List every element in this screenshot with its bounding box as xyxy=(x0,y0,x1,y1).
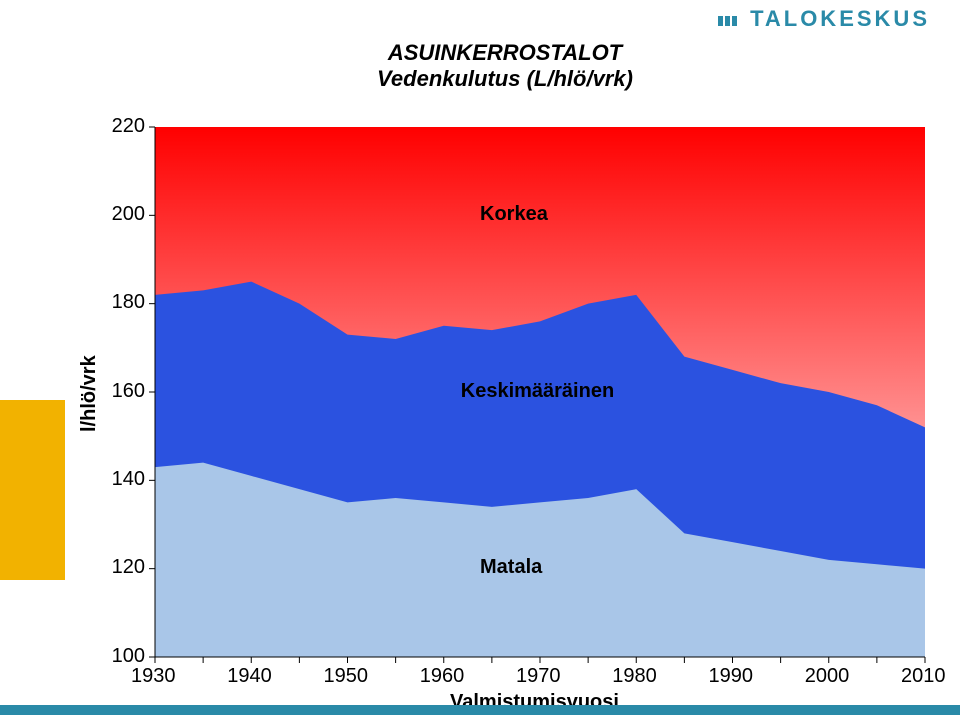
logo-text: TALOKESKUS xyxy=(750,6,930,31)
xtick-label: 1960 xyxy=(420,665,465,688)
title-line1: ASUINKERROSTALOT xyxy=(388,40,622,65)
chart-svg xyxy=(70,97,940,715)
keskimääräinen-label: Keskimääräinen xyxy=(461,380,614,403)
chart-container: ASUINKERROSTALOT Vedenkulutus (L/hlö/vrk… xyxy=(70,40,940,700)
ytick-label: 160 xyxy=(112,380,145,403)
xtick-label: 1970 xyxy=(516,665,561,688)
ytick-label: 200 xyxy=(112,203,145,226)
korkea-label: Korkea xyxy=(480,203,548,226)
ytick-label: 180 xyxy=(112,291,145,314)
xtick-label: 1930 xyxy=(131,665,176,688)
y-axis-label: l/hlö/vrk xyxy=(78,355,101,432)
ytick-label: 220 xyxy=(112,115,145,138)
xtick-label: 1980 xyxy=(612,665,657,688)
title-line2: Vedenkulutus (L/hlö/vrk) xyxy=(377,66,633,91)
ytick-label: 120 xyxy=(112,556,145,579)
xtick-label: 2000 xyxy=(805,665,850,688)
left-accent-bar xyxy=(0,400,65,580)
ytick-label: 140 xyxy=(112,468,145,491)
plot-area: 1001201401601802002201930194019501960197… xyxy=(70,97,940,715)
xtick-label: 1990 xyxy=(709,665,754,688)
xtick-label: 2010 xyxy=(901,665,946,688)
matala-label: Matala xyxy=(480,556,542,579)
footer-accent-bar xyxy=(0,705,960,715)
logo-bars-icon xyxy=(718,6,744,16)
chart-title: ASUINKERROSTALOT Vedenkulutus (L/hlö/vrk… xyxy=(70,40,940,93)
company-logo: TALOKESKUS xyxy=(718,6,930,32)
xtick-label: 1940 xyxy=(227,665,272,688)
xtick-label: 1950 xyxy=(324,665,369,688)
